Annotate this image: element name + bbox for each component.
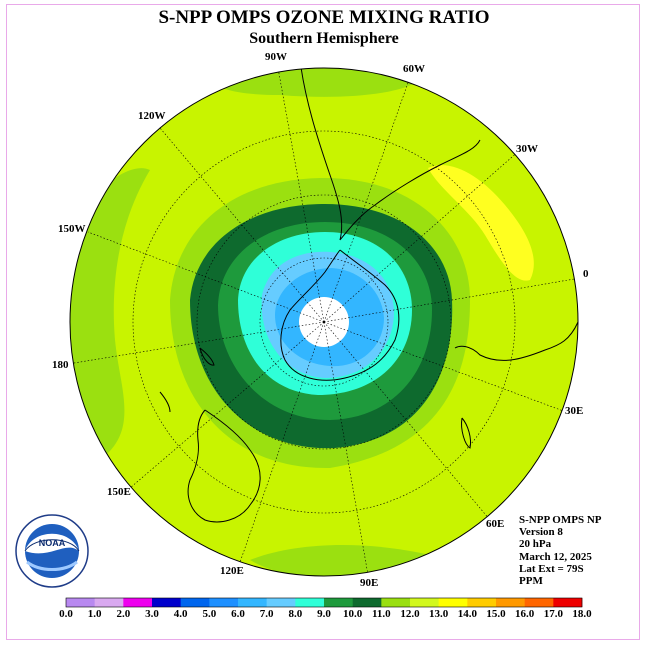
south-america-coast — [299, 68, 481, 241]
info-units: PPM — [519, 575, 543, 588]
tasmania-coast — [159, 391, 171, 413]
map-title: S-NPP OMPS OZONE MIXING RATIO — [158, 7, 490, 28]
antarctica-coast — [280, 249, 400, 381]
map-subtitle: Southern Hemisphere — [249, 30, 399, 47]
colorbar-cell — [266, 598, 296, 607]
meridian-label-90e: 90E — [360, 577, 379, 589]
colorbar-tick-label: 2.0 — [116, 608, 131, 620]
colorbar-cell — [553, 598, 583, 607]
meridian-label-180: 180 — [52, 359, 69, 371]
map-boundary — [69, 67, 579, 577]
meridian-label-30e: 30E — [565, 405, 584, 417]
info-instrument: S-NPP OMPS NP — [519, 514, 602, 526]
colorbar-cell — [295, 598, 325, 607]
colorbar-cell — [496, 598, 525, 607]
info-level: 20 hPa — [519, 538, 552, 551]
info-lat-ext: Lat Ext = 79S — [519, 562, 584, 575]
colorbar-cell — [66, 598, 95, 607]
colorbar-tick-label: 11.0 — [372, 608, 391, 620]
colorbar-cell — [94, 598, 124, 607]
contour-12-13 — [428, 165, 534, 281]
info-block: S-NPP OMPS NP Version 8 20 hPa March 12,… — [519, 514, 602, 587]
colorbar-tick-label: 1.0 — [87, 608, 102, 620]
colorbar-tick-label: 14.0 — [457, 608, 477, 620]
coastlines — [159, 68, 578, 523]
latitude-circles — [132, 130, 516, 514]
colorbar-tick-label: 9.0 — [317, 608, 331, 620]
new-zealand-coast — [199, 347, 215, 366]
meridian-label-30w: 30W — [516, 143, 538, 155]
colorbar-cell — [410, 598, 439, 607]
colorbar-cell — [324, 598, 353, 607]
colorbar-cell — [238, 598, 267, 607]
colorbar-tick-label: 15.0 — [486, 608, 506, 620]
info-version: Version 8 — [519, 526, 563, 539]
colorbar-tick-label: 16.0 — [515, 608, 535, 620]
colorbar-cell — [524, 598, 554, 607]
meridian-label-0: 0 — [583, 268, 589, 280]
colorbar-tick-label: 17.0 — [543, 608, 563, 620]
colorbar-tick-label: 18.0 — [572, 608, 592, 620]
colorbar-tick-label: 13.0 — [429, 608, 449, 620]
africa-coast — [454, 321, 578, 361]
colorbar-cell — [209, 598, 239, 607]
colorbar-cell — [381, 598, 411, 607]
colorbar-tick-label: 5.0 — [202, 608, 217, 620]
meridian-label-120e: 120E — [220, 565, 244, 577]
ozone-field — [70, 68, 578, 576]
colorbar-tick-label: 0.0 — [59, 608, 73, 620]
colorbar-cell — [152, 598, 181, 607]
colorbar-tick-label: 4.0 — [173, 608, 188, 620]
colorbar-cell — [438, 598, 468, 607]
figure-frame — [6, 4, 640, 640]
colorbar-cell — [180, 598, 210, 607]
colorbar-tick-label: 3.0 — [145, 608, 159, 620]
meridian-label-120w: 120W — [138, 110, 166, 122]
colorbar-tick-label: 12.0 — [400, 608, 420, 620]
info-date: March 12, 2025 — [519, 550, 592, 563]
meridian-lines — [70, 68, 578, 576]
meridian-label-60w: 60W — [403, 63, 425, 75]
meridian-label-90w: 90W — [265, 51, 287, 63]
meridian-label-150w: 150W — [58, 223, 86, 235]
colorbar-cell — [123, 598, 153, 607]
colorbar-tick-label: 6.0 — [231, 608, 245, 620]
colorbar-tick-label: 10.0 — [343, 608, 363, 620]
colorbar-cell — [467, 598, 497, 607]
meridian-label-60e: 60E — [486, 518, 505, 530]
australia-coast — [187, 409, 261, 523]
colorbar-tick-label: 8.0 — [288, 608, 303, 620]
madagascar-coast — [461, 417, 471, 449]
colorbar-cell — [352, 598, 382, 607]
meridian-label-150e: 150E — [107, 486, 131, 498]
colorbar-tick-label: 7.0 — [259, 608, 274, 620]
